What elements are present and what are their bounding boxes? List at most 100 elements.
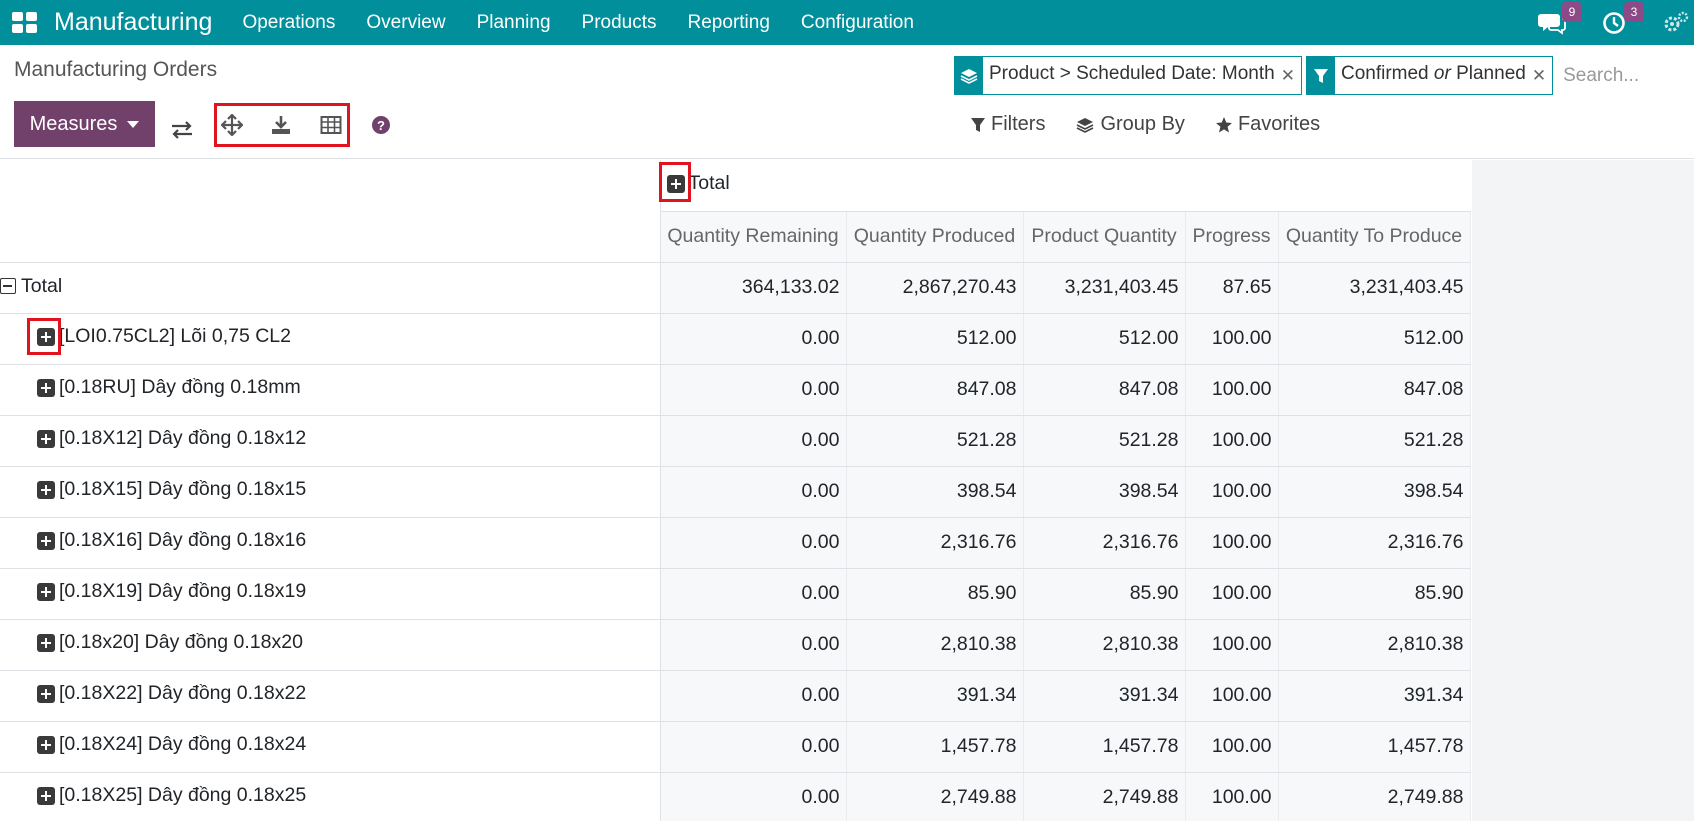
pivot-cell[interactable]: 847.08 [1278,364,1471,416]
pivot-cell[interactable]: 0.00 [660,466,847,518]
menu-products[interactable]: Products [581,11,657,33]
measure-header[interactable]: Quantity Produced [846,211,1024,263]
menu-planning[interactable]: Planning [476,11,551,33]
measures-dropdown-button[interactable]: Measures [14,101,155,147]
pivot-row-header[interactable]: [0.18X15] Dây đồng 0.18x15 [0,466,661,518]
pivot-cell[interactable]: 398.54 [1278,466,1471,518]
pivot-cell[interactable]: 398.54 [1023,466,1186,518]
expand-row-icon[interactable] [37,480,55,499]
pivot-cell[interactable]: 87.65 [1185,262,1279,314]
pivot-cell[interactable]: 85.90 [846,568,1024,620]
expand-column-icon[interactable] [666,174,685,193]
pivot-cell[interactable]: 512.00 [846,313,1024,365]
pivot-cell[interactable]: 0.00 [660,772,847,821]
groupby-button[interactable]: Group By [1075,113,1185,136]
pivot-cell[interactable]: 364,133.02 [660,262,847,314]
pivot-cell[interactable]: 3,231,403.45 [1023,262,1186,314]
download-icon[interactable] [264,108,298,142]
menu-configuration[interactable]: Configuration [800,11,914,33]
pivot-cell[interactable]: 391.34 [846,670,1024,722]
pivot-cell[interactable]: 521.28 [1278,415,1471,467]
pivot-row-header[interactable]: [0.18X19] Dây đồng 0.18x19 [0,568,661,620]
pivot-cell[interactable]: 0.00 [660,313,847,365]
filter-facet-remove-icon[interactable]: ✕ [1531,66,1547,85]
expand-row-icon[interactable] [37,786,55,805]
measure-header[interactable]: Quantity To Produce [1278,211,1471,263]
groupby-facet-remove-icon[interactable]: ✕ [1280,66,1295,85]
pivot-cell[interactable]: 0.00 [660,568,847,620]
expand-row-icon[interactable] [37,429,55,448]
pivot-cell[interactable]: 512.00 [1278,313,1471,365]
pivot-cell[interactable]: 847.08 [846,364,1024,416]
pivot-cell[interactable]: 100.00 [1185,670,1279,722]
expand-row-icon[interactable] [37,531,55,550]
pivot-cell[interactable]: 2,316.76 [846,517,1024,569]
pivot-cell[interactable]: 521.28 [1023,415,1186,467]
pivot-cell[interactable]: 2,749.88 [846,772,1024,821]
pivot-cell[interactable]: 100.00 [1185,415,1279,467]
pivot-row-header[interactable]: [0.18X12] Dây đồng 0.18x12 [0,415,661,467]
pivot-cell[interactable]: 85.90 [1278,568,1471,620]
pivot-cell[interactable]: 2,810.38 [1023,619,1186,671]
pivot-cell[interactable]: 100.00 [1185,721,1279,773]
pivot-cell[interactable]: 398.54 [846,466,1024,518]
flip-axis-icon[interactable] [165,113,199,147]
expand-all-icon[interactable] [215,108,249,142]
pivot-row-header[interactable]: [LOI0.75CL2] Lõi 0,75 CL2 [0,313,661,365]
pivot-row-header[interactable]: [0.18X22] Dây đồng 0.18x22 [0,670,661,722]
pivot-cell[interactable]: 100.00 [1185,772,1279,821]
pivot-row-header[interactable]: [0.18X25] Dây đồng 0.18x25 [0,772,661,821]
expand-row-icon[interactable] [37,684,55,703]
expand-row-icon[interactable] [37,327,55,346]
pivot-cell[interactable]: 3,231,403.45 [1278,262,1471,314]
pivot-cell[interactable]: 2,867,270.43 [846,262,1024,314]
pivot-cell[interactable]: 100.00 [1185,364,1279,416]
menu-reporting[interactable]: Reporting [687,11,770,33]
pivot-cell[interactable]: 100.00 [1185,466,1279,518]
menu-operations[interactable]: Operations [242,11,336,33]
app-brand[interactable]: Manufacturing [54,8,213,36]
measure-header[interactable]: Quantity Remaining [660,211,847,263]
pivot-cell[interactable]: 100.00 [1185,619,1279,671]
measure-header[interactable]: Product Quantity [1023,211,1186,263]
pivot-cell[interactable]: 2,316.76 [1278,517,1471,569]
pivot-cell[interactable]: 0.00 [660,721,847,773]
collapse-icon[interactable] [0,278,16,295]
pivot-cell[interactable]: 2,810.38 [1278,619,1471,671]
search-input[interactable] [1563,64,1674,87]
pivot-cell[interactable]: 0.00 [660,517,847,569]
pivot-cell[interactable]: 2,316.76 [1023,517,1186,569]
filters-button[interactable]: Filters [970,113,1045,136]
pivot-cell[interactable]: 0.00 [660,364,847,416]
table-icon[interactable] [314,108,348,142]
pivot-cell[interactable]: 0.00 [660,670,847,722]
pivot-cell[interactable]: 1,457.78 [846,721,1024,773]
expand-row-icon[interactable] [37,378,55,397]
pivot-cell[interactable]: 2,810.38 [846,619,1024,671]
pivot-cell[interactable]: 391.34 [1023,670,1186,722]
pivot-total-row-header[interactable]: Total [0,262,661,314]
pivot-cell[interactable]: 100.00 [1185,568,1279,620]
help-icon[interactable]: ? [364,108,398,142]
pivot-cell[interactable]: 0.00 [660,415,847,467]
activities-clock-icon[interactable]: 3 [1600,1,1644,37]
pivot-cell[interactable]: 100.00 [1185,517,1279,569]
messages-icon[interactable]: 9 [1538,1,1582,37]
pivot-cell[interactable]: 847.08 [1023,364,1186,416]
pivot-cell[interactable]: 85.90 [1023,568,1186,620]
measure-header[interactable]: Progress [1185,211,1279,263]
pivot-cell[interactable]: 512.00 [1023,313,1186,365]
apps-menu-icon[interactable] [12,11,40,34]
pivot-cell[interactable]: 2,749.88 [1278,772,1471,821]
pivot-cell[interactable]: 2,749.88 [1023,772,1186,821]
pivot-row-header[interactable]: [0.18X24] Dây đồng 0.18x24 [0,721,661,773]
pivot-cell[interactable]: 391.34 [1278,670,1471,722]
expand-row-icon[interactable] [37,735,55,754]
menu-overview[interactable]: Overview [366,11,446,33]
pivot-row-header[interactable]: [0.18X16] Dây đồng 0.18x16 [0,517,661,569]
pivot-cell[interactable]: 0.00 [660,619,847,671]
pivot-row-header[interactable]: [0.18x20] Dây đồng 0.18x20 [0,619,661,671]
pivot-cell[interactable]: 521.28 [846,415,1024,467]
expand-row-icon[interactable] [37,582,55,601]
pivot-row-header[interactable]: [0.18RU] Dây đồng 0.18mm [0,364,661,416]
